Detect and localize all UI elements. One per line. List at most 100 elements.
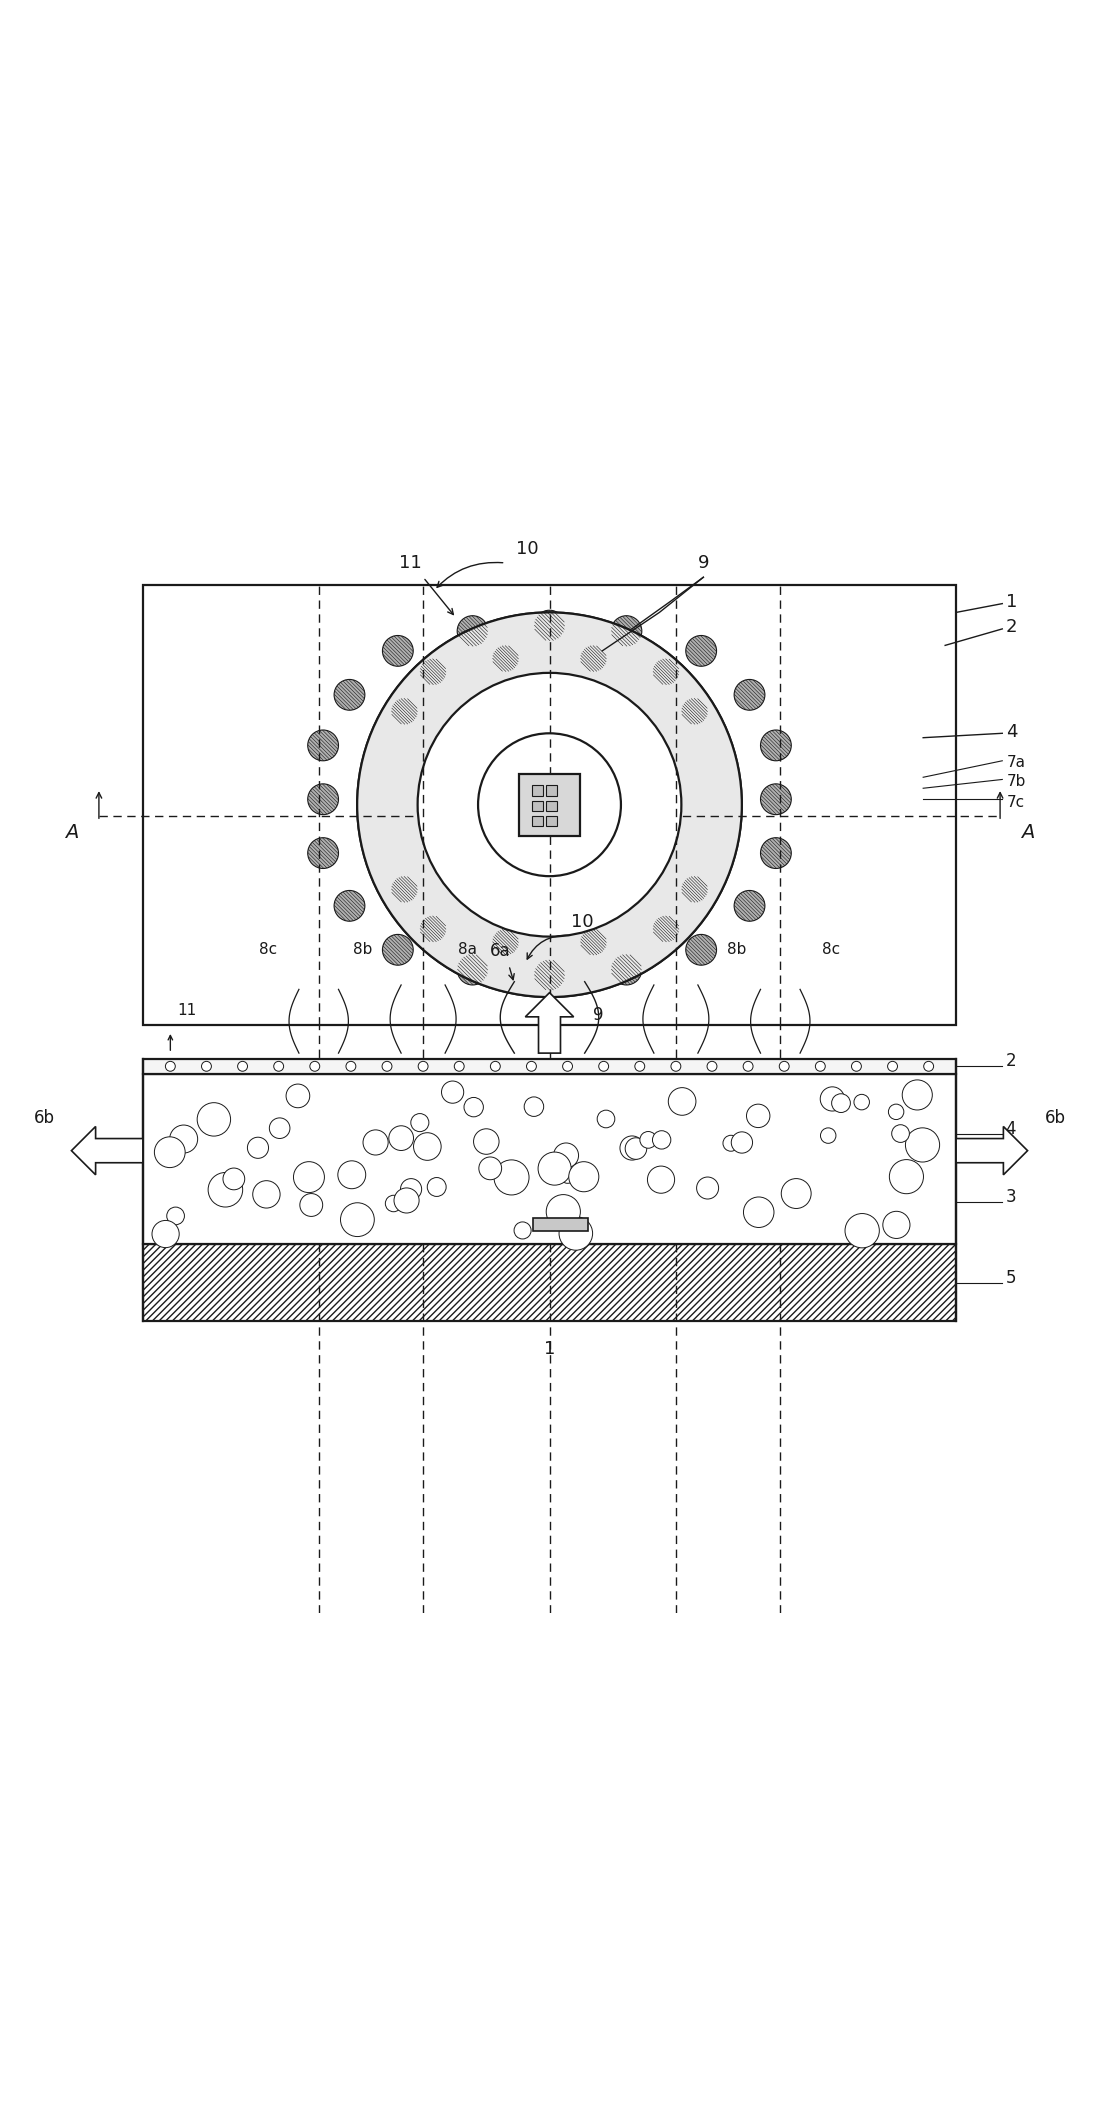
Text: 6b: 6b [1044,1110,1066,1127]
Circle shape [514,1222,531,1239]
Circle shape [420,916,446,942]
Circle shape [167,1208,185,1225]
Text: 8c: 8c [259,942,277,957]
Circle shape [334,891,365,921]
Text: 7a: 7a [1007,755,1025,770]
Circle shape [382,1061,392,1072]
Circle shape [559,1167,576,1184]
Circle shape [524,1097,544,1116]
Circle shape [593,804,615,825]
Circle shape [484,804,506,825]
Text: 6b: 6b [33,1110,55,1127]
Circle shape [152,1220,179,1248]
Circle shape [237,1061,247,1072]
Circle shape [743,1061,753,1072]
Circle shape [208,1171,243,1208]
Circle shape [882,1212,910,1239]
Text: 2: 2 [1006,1052,1017,1069]
Circle shape [382,636,413,665]
Circle shape [580,646,607,672]
Circle shape [418,1061,429,1072]
Circle shape [697,1178,719,1199]
Circle shape [686,935,717,965]
Text: 8c: 8c [822,942,840,957]
Circle shape [341,1203,375,1237]
Bar [143,1074,956,1244]
Circle shape [493,1161,529,1195]
Text: 5: 5 [1006,1269,1017,1286]
Circle shape [418,672,681,938]
Circle shape [274,1061,284,1072]
Circle shape [734,891,765,921]
Circle shape [363,1129,388,1154]
Circle shape [400,1178,422,1199]
Circle shape [888,1061,898,1072]
Circle shape [337,1161,366,1188]
Circle shape [418,672,681,938]
Text: 9: 9 [698,555,709,572]
Circle shape [821,1129,836,1144]
Circle shape [906,1129,940,1163]
Bar [143,1059,956,1074]
Circle shape [723,1135,739,1150]
Circle shape [761,838,791,870]
Text: 10: 10 [571,912,593,931]
Circle shape [411,1114,429,1131]
Circle shape [681,876,708,904]
Text: 9: 9 [593,1006,604,1025]
Circle shape [539,1152,571,1184]
Circle shape [442,1080,464,1103]
Circle shape [201,1061,211,1072]
Circle shape [478,733,621,876]
Text: 8a: 8a [457,942,477,957]
Circle shape [492,646,519,672]
Circle shape [781,1178,811,1208]
Circle shape [820,1086,844,1112]
Bar [546,816,557,827]
Circle shape [554,1144,578,1167]
Circle shape [563,1061,573,1072]
Circle shape [852,1061,862,1072]
Circle shape [668,1089,696,1116]
Circle shape [428,1178,446,1197]
Text: 7b: 7b [1007,774,1026,789]
Circle shape [357,612,742,997]
Circle shape [382,935,413,965]
Circle shape [559,1216,592,1250]
Circle shape [391,697,418,725]
Circle shape [413,1133,441,1161]
Circle shape [454,1061,464,1072]
Bar [533,1218,588,1231]
Circle shape [620,1135,644,1161]
Circle shape [357,612,742,997]
Circle shape [346,1061,356,1072]
Circle shape [308,784,338,814]
Bar [546,802,557,810]
Circle shape [474,1129,499,1154]
Text: A: A [65,823,78,842]
Circle shape [569,1161,599,1193]
Text: 11: 11 [399,555,421,572]
Circle shape [293,1161,324,1193]
Circle shape [779,1061,789,1072]
Circle shape [681,697,708,725]
Circle shape [731,1131,753,1152]
Text: 10: 10 [517,540,539,559]
Circle shape [888,1103,903,1120]
Circle shape [165,1061,176,1072]
Bar [546,784,557,795]
Circle shape [386,1195,402,1212]
Circle shape [490,1061,500,1072]
Circle shape [845,1214,879,1248]
Circle shape [389,1127,413,1150]
Circle shape [286,1084,310,1108]
Bar [532,802,543,810]
Circle shape [546,1195,580,1229]
Circle shape [539,719,560,740]
Bar [143,1244,956,1320]
Circle shape [640,1131,656,1148]
Circle shape [334,680,365,710]
Circle shape [464,1097,484,1116]
Bar [532,816,543,827]
Text: 2: 2 [1006,619,1017,636]
